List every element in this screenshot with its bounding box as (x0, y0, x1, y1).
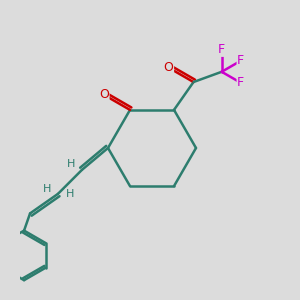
Text: H: H (43, 184, 51, 194)
Text: H: H (66, 189, 74, 199)
Text: O: O (164, 61, 173, 74)
Text: F: F (237, 76, 244, 89)
Text: O: O (99, 88, 109, 101)
Text: H: H (67, 159, 75, 169)
Text: F: F (237, 54, 244, 67)
Text: F: F (218, 43, 225, 56)
